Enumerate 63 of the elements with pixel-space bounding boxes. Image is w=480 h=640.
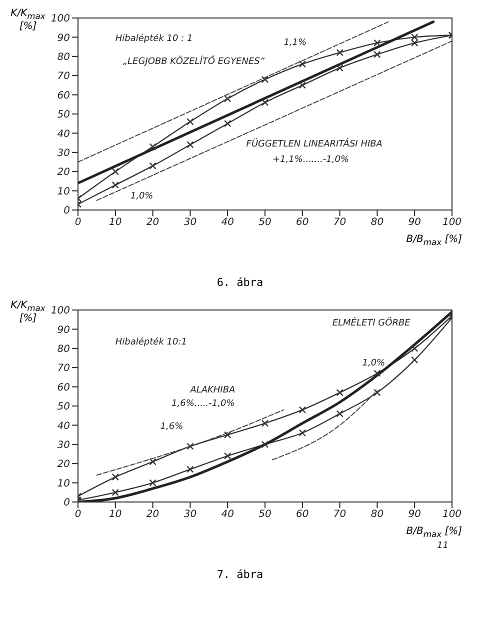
y-tick-label: 80	[57, 344, 70, 355]
y-tick-label: 0	[64, 206, 70, 217]
y-axis-title: K/K$_{max}$ [%]	[10, 8, 46, 32]
y-tick-label: 70	[57, 363, 70, 374]
x-tick-label: 50	[258, 509, 272, 520]
y-tick-label: 100	[50, 306, 70, 317]
y-tick-label: 40	[57, 128, 70, 140]
x-axis-title: B/B$_{max}$ [%]	[406, 526, 462, 539]
x-tick-label: 50	[258, 217, 272, 228]
text: 6. ábra	[216, 276, 264, 289]
x-tick-label: 10	[109, 217, 122, 228]
annotation: 1,6%.....-1,0%	[172, 399, 235, 409]
x-tick-label: 70	[333, 509, 346, 520]
y-tick-label: 30	[57, 148, 70, 159]
text: 11	[437, 541, 448, 552]
annotation: +1,1%.......-1,0%	[272, 155, 350, 165]
y-tick-label: 50	[57, 110, 70, 121]
annotation: 1,0%	[130, 191, 154, 202]
x-tick-label: 0	[74, 509, 82, 520]
y-tick-label: 100	[50, 14, 70, 25]
annotation: 1,6%	[160, 422, 184, 432]
x-tick-label: 60	[296, 509, 309, 520]
x-tick-label: 10	[109, 509, 122, 520]
y-tick-label: 60	[57, 90, 70, 102]
x-tick-label: 0	[74, 217, 82, 228]
x-tick-label: 80	[370, 509, 384, 520]
x-tick-label: 100	[442, 217, 462, 228]
x-tick-label: 90	[408, 509, 421, 520]
y-tick-label: 40	[57, 420, 70, 432]
y-axis-title: K/K$_{max}$ [%]	[10, 300, 46, 324]
annotation: 1,1%	[284, 38, 307, 48]
text: 7. ábra	[216, 568, 264, 581]
y-tick-label: 20	[57, 459, 70, 470]
x-tick-label: 60	[296, 217, 309, 228]
annotation: 1,0%	[362, 358, 386, 369]
y-tick-label: 0	[64, 498, 70, 509]
x-tick-label: 30	[184, 509, 197, 520]
annotation: FÜGGETLEN LINEARITÁSI HIBA	[246, 138, 382, 150]
y-tick-label: 60	[57, 382, 70, 394]
x-tick-label: 40	[221, 217, 234, 228]
annotation: ELMÉLETI GÖRBE	[332, 316, 411, 328]
x-tick-label: 70	[333, 217, 346, 228]
x-tick-label: 90	[408, 217, 421, 228]
y-tick-label: 90	[57, 32, 70, 44]
annotation: „LEGJOBB KÖZELÍTŐ EGYENES”	[122, 55, 265, 68]
x-tick-label: 80	[370, 217, 384, 228]
x-tick-label: 40	[221, 509, 234, 520]
annotation: Hibalépték 10 : 1	[115, 33, 193, 44]
y-tick-label: 10	[57, 478, 70, 490]
x-tick-label: 20	[146, 217, 160, 228]
y-tick-label: 90	[57, 324, 70, 336]
x-tick-label: 20	[146, 509, 160, 520]
annotation: ALAKHIBA	[189, 386, 236, 396]
y-tick-label: 10	[57, 186, 70, 198]
y-tick-label: 30	[57, 440, 70, 451]
y-tick-label: 20	[57, 167, 70, 178]
y-tick-label: 50	[57, 402, 70, 413]
x-tick-label: 100	[442, 509, 462, 520]
y-tick-label: 80	[57, 52, 70, 63]
y-tick-label: 70	[57, 71, 70, 82]
x-tick-label: 30	[184, 217, 197, 228]
annotation: Hibalépték 10:1	[115, 336, 188, 348]
x-axis-title: B/B$_{max}$ [%]	[406, 234, 462, 247]
